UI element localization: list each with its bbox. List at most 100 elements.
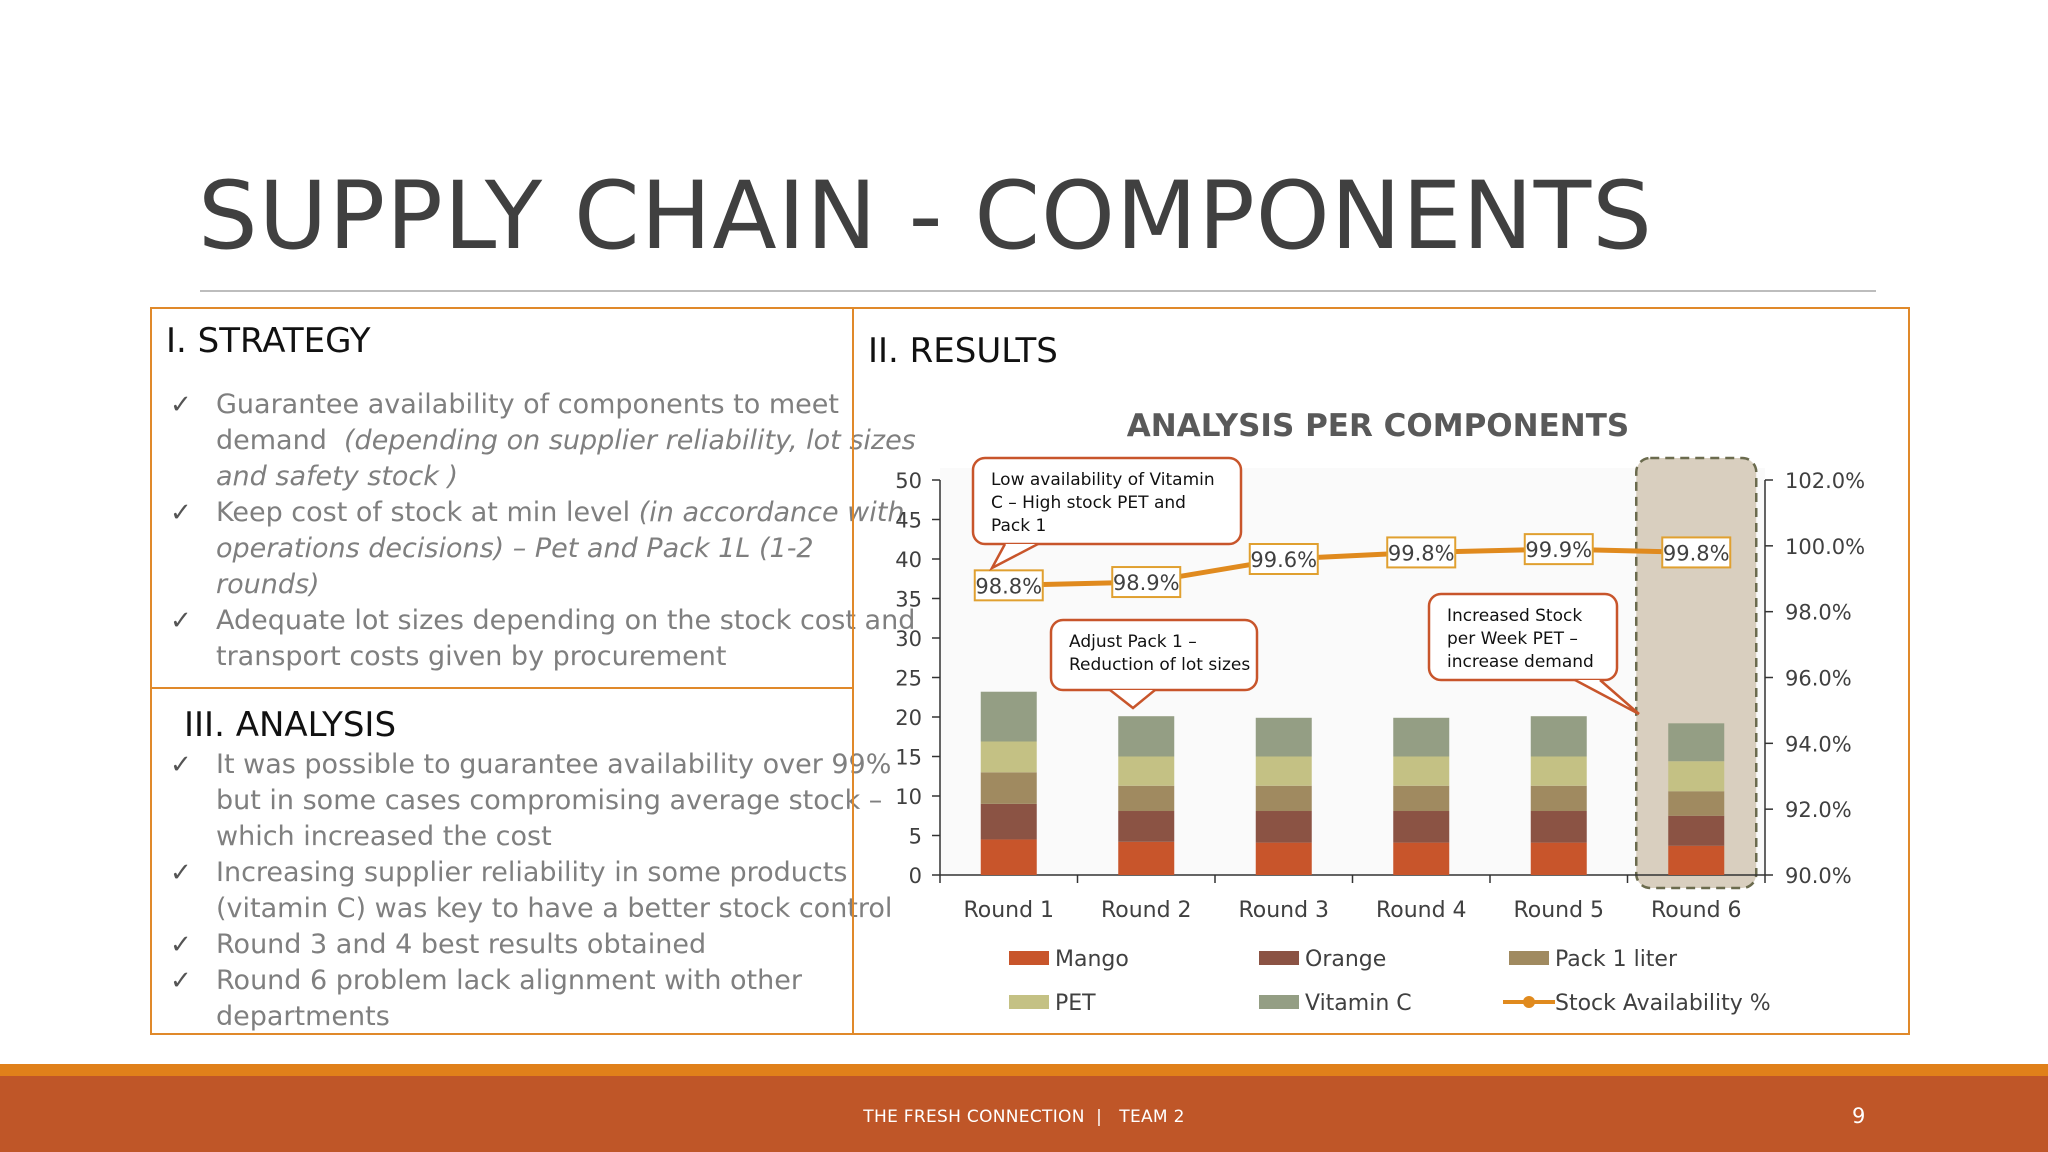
analysis-item-line: Round 3 and 4 best results obtained: [216, 927, 892, 963]
check-icon: ✓: [170, 930, 192, 960]
y2-tick-label: 90.0%: [1785, 864, 1852, 888]
data-label: 99.9%: [1525, 538, 1592, 562]
text-run: demand: [216, 425, 345, 456]
results-heading: II. RESULTS: [868, 331, 1058, 371]
results-panel: II. RESULTS: [852, 307, 1910, 1035]
text-run: which increased the cost: [216, 821, 552, 852]
x-tick-label: Round 3: [1238, 898, 1329, 923]
bar-pet: [1393, 756, 1450, 786]
data-label: 99.8%: [1663, 541, 1730, 565]
footer-accent-band: [0, 1064, 2048, 1076]
italic-text: (in accordance with: [638, 497, 905, 528]
x-tick-label: Round 2: [1101, 898, 1192, 923]
legend-label: Mango: [1055, 947, 1129, 972]
title-divider: [200, 290, 1876, 292]
callout-text: C – High stock PET and: [991, 493, 1186, 513]
legend-label: Orange: [1305, 947, 1386, 972]
y-tick-label: 45: [895, 509, 922, 533]
data-label-box: [1248, 543, 1319, 575]
data-label-box: [1111, 566, 1182, 599]
text-run: It was possible to guarantee availabilit…: [216, 749, 892, 780]
analysis-panel: III. ANALYSIS ✓ It was possible to guaran…: [150, 687, 892, 1035]
callout-pointer: [1574, 678, 1640, 716]
analysis-item-line: Increasing supplier reliability in some …: [216, 855, 892, 891]
text-run: Adequate lot sizes depending on the stoc…: [216, 605, 916, 636]
analysis-item-line: (vitamin C) was key to have a better sto…: [216, 891, 892, 927]
bar-pet: [1255, 756, 1312, 786]
x-tick-label: Round 4: [1376, 898, 1467, 923]
bar-mango: [1255, 842, 1312, 875]
x-tick-label: Round 1: [963, 898, 1054, 923]
y2-tick-label: 98.0%: [1785, 601, 1852, 625]
legend-swatch: [1009, 951, 1049, 965]
y-tick-label: 20: [895, 706, 922, 730]
text-run: departments: [216, 1001, 390, 1032]
text-run: Round 3 and 4 best results obtained: [216, 929, 707, 960]
bar-orange: [1530, 811, 1587, 843]
legend-label: PET: [1055, 991, 1096, 1016]
legend-label: Vitamin C: [1305, 991, 1412, 1016]
callout-pointer: [988, 542, 1039, 571]
y-tick-label: 50: [895, 469, 922, 493]
analysis-item-line: It was possible to guarantee availabilit…: [216, 747, 892, 783]
callout-text: Reduction of lot sizes: [1069, 655, 1250, 675]
strategy-item-line: transport costs given by procurement: [216, 639, 916, 675]
strategy-heading: I. STRATEGY: [166, 321, 371, 361]
y-tick-label: 40: [895, 548, 922, 572]
y-tick-label: 10: [895, 785, 922, 809]
strategy-item-line: Guarantee availability of components to …: [216, 387, 916, 423]
y-tick-label: 30: [895, 627, 922, 651]
bar-pet: [980, 741, 1037, 773]
strategy-item-line: rounds): [216, 567, 916, 603]
check-icon: ✓: [170, 750, 192, 780]
data-label-box: [1523, 533, 1594, 566]
strategy-item-line: demand (depending on supplier reliabilit…: [216, 423, 916, 459]
text-run: Guarantee availability of components to …: [216, 389, 839, 420]
y2-tick-label: 100.0%: [1785, 535, 1865, 559]
callout-pointer-fill: [1110, 690, 1155, 708]
callout-text: Adjust Pack 1 –: [1069, 632, 1197, 652]
bar-mango: [980, 839, 1037, 875]
legend-label: Pack 1 liter: [1555, 947, 1678, 972]
legend-swatch-marker: [1523, 996, 1535, 1008]
check-icon: ✓: [170, 858, 192, 888]
data-label: 99.8%: [1388, 541, 1455, 565]
text-run: (vitamin C) was key to have a better sto…: [216, 893, 893, 924]
bar-pack-1-liter: [1255, 785, 1312, 812]
check-icon: ✓: [170, 498, 192, 528]
bar-vitamin-c: [1668, 723, 1725, 762]
analysis-item: ✓ Round 6 problem lack alignment with oth…: [154, 963, 892, 1035]
bar-orange: [1393, 811, 1450, 843]
strategy-item: ✓ Keep cost of stock at min level (in acc…: [154, 495, 916, 603]
strategy-item-line: operations decisions) – Pet and Pack 1L …: [216, 531, 916, 567]
italic-text: (depending on supplier reliability, lot …: [344, 425, 916, 456]
y-tick-label: 0: [909, 864, 922, 888]
bar-mango: [1668, 845, 1725, 875]
bar-vitamin-c: [1255, 717, 1312, 757]
y-tick-label: 5: [909, 825, 922, 849]
y2-tick-label: 94.0%: [1785, 732, 1852, 756]
bar-vitamin-c: [1530, 716, 1587, 757]
callout-text: Low availability of Vitamin: [991, 470, 1215, 490]
analysis-item: ✓ Round 3 and 4 best results obtained: [154, 927, 892, 963]
bar-pack-1-liter: [1118, 785, 1175, 812]
text-run: Keep cost of stock at min level: [216, 497, 639, 528]
bar-pet: [1668, 761, 1725, 792]
bar-pack-1-liter: [1668, 791, 1725, 816]
strategy-list: ✓ Guarantee availability of components to…: [154, 387, 916, 675]
bar-mango: [1118, 841, 1175, 875]
bar-orange: [1255, 811, 1312, 843]
bar-vitamin-c: [1393, 717, 1450, 757]
italic-text: rounds): [216, 569, 320, 600]
y-tick-label: 35: [895, 588, 922, 612]
slide-title: SUPPLY CHAIN - COMPONENTS: [198, 162, 1653, 271]
y-tick-label: 25: [895, 667, 922, 691]
callout-box: [971, 456, 1243, 546]
analysis-item-line: Round 6 problem lack alignment with othe…: [216, 963, 892, 999]
bar-pack-1-liter: [1393, 785, 1450, 812]
bar-pet: [1118, 756, 1175, 786]
text-run: Increasing supplier reliability in some …: [216, 857, 848, 888]
footer-bar: [0, 1076, 2048, 1152]
legend-label: Stock Availability %: [1555, 991, 1771, 1016]
x-tick-label: Round 5: [1513, 898, 1604, 923]
